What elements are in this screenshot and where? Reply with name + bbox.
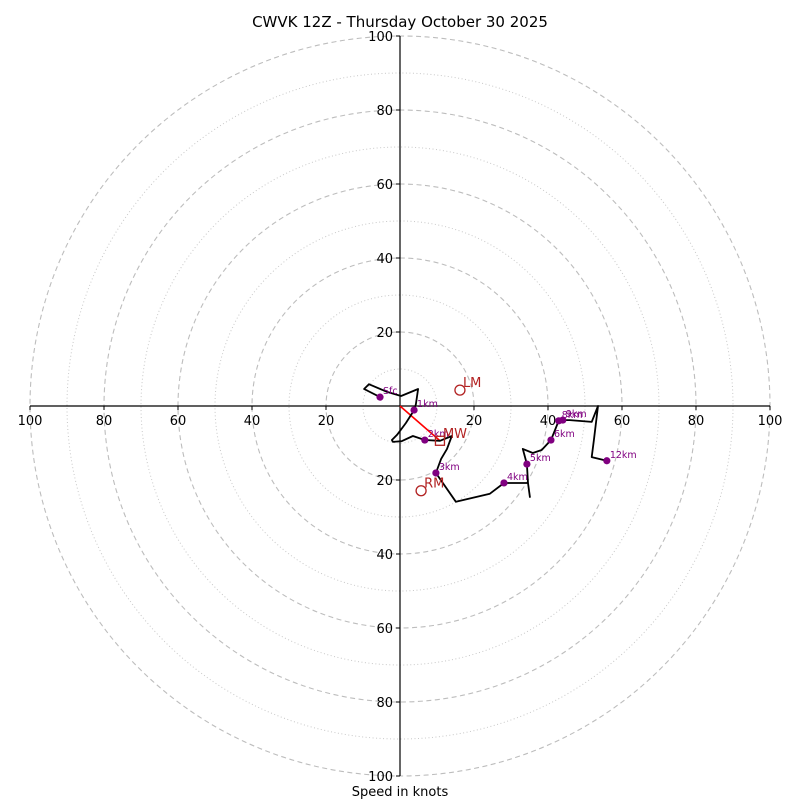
height-marker: 6km bbox=[547, 429, 575, 444]
height-marker: 9km bbox=[559, 409, 587, 424]
height-marker-label: 6km bbox=[554, 429, 575, 440]
height-marker-dot bbox=[523, 460, 531, 468]
height-marker-dot bbox=[500, 479, 508, 487]
x-tick-label: 100 bbox=[18, 414, 43, 429]
y-tick-label: 20 bbox=[376, 474, 393, 489]
height-marker-label: 1km bbox=[417, 399, 438, 410]
x-tick-label: 80 bbox=[96, 414, 113, 429]
mw-label: MW bbox=[443, 427, 467, 442]
x-axis-label: Speed in knots bbox=[352, 785, 449, 800]
y-tick-label: 60 bbox=[376, 178, 393, 193]
height-marker-label: 3km bbox=[439, 462, 460, 473]
height-marker: 2km bbox=[421, 429, 449, 444]
x-tick-label: 40 bbox=[540, 414, 557, 429]
height-marker-dot bbox=[547, 436, 555, 444]
y-tick-label: 100 bbox=[368, 30, 393, 45]
height-marker-dot bbox=[603, 457, 611, 465]
y-tick-label: 40 bbox=[376, 548, 393, 563]
x-tick-label: 20 bbox=[318, 414, 335, 429]
y-tick-label: 20 bbox=[376, 326, 393, 341]
x-tick-labels: 100 80 60 40 20 20 40 60 80 100 bbox=[18, 406, 783, 429]
height-marker-label: 9km bbox=[566, 409, 587, 420]
y-tick-label: 60 bbox=[376, 622, 393, 637]
height-marker: 4km bbox=[500, 472, 528, 487]
shear-vector-group bbox=[399, 405, 441, 442]
height-marker-dot bbox=[421, 436, 429, 444]
height-marker-dot bbox=[376, 393, 384, 401]
height-marker-label: 5km bbox=[530, 453, 551, 464]
mw-marker bbox=[434, 435, 446, 446]
height-marker: 1km bbox=[410, 399, 438, 414]
mean-wind-shear-vector bbox=[399, 405, 441, 442]
x-tick-label: 20 bbox=[466, 414, 483, 429]
x-tick-label: 60 bbox=[170, 414, 187, 429]
storm-motion-lm: LM bbox=[454, 376, 481, 396]
height-marker-dot bbox=[410, 406, 418, 414]
lm-marker bbox=[454, 384, 466, 396]
height-marker-label: 8km bbox=[562, 410, 583, 421]
height-marker-dot bbox=[432, 469, 440, 477]
x-tick-label: 60 bbox=[614, 414, 631, 429]
y-tick-label: 80 bbox=[376, 696, 393, 711]
storm-motion-mw: MW bbox=[434, 427, 467, 446]
x-tick-label: 100 bbox=[758, 414, 783, 429]
height-marker-label: Sfc bbox=[383, 386, 398, 397]
height-marker: 3km bbox=[432, 462, 460, 477]
rm-marker bbox=[415, 485, 427, 497]
lm-label: LM bbox=[463, 376, 481, 391]
height-marker-label: 2km bbox=[428, 429, 449, 440]
storm-motion-rm: RM bbox=[415, 477, 444, 497]
height-marker: Sfc bbox=[376, 386, 398, 401]
height-marker: 5km bbox=[523, 453, 551, 468]
y-tick-label: 40 bbox=[376, 252, 393, 267]
y-tick-labels: 100 80 60 40 20 20 40 60 80 100 bbox=[368, 30, 400, 785]
height-marker: 12km bbox=[603, 450, 637, 465]
chart-title: CWVK 12Z - Thursday October 30 2025 bbox=[252, 13, 548, 31]
height-marker-label: 12km bbox=[610, 450, 637, 461]
y-tick-label: 80 bbox=[376, 104, 393, 119]
storm-motion-group: RM LM MW bbox=[415, 376, 481, 497]
x-tick-label: 40 bbox=[244, 414, 261, 429]
height-marker-label: 4km bbox=[507, 472, 528, 483]
x-tick-label: 80 bbox=[688, 414, 705, 429]
y-tick-label: 100 bbox=[368, 770, 393, 785]
rm-label: RM bbox=[424, 477, 444, 492]
height-marker-dot bbox=[559, 416, 567, 424]
